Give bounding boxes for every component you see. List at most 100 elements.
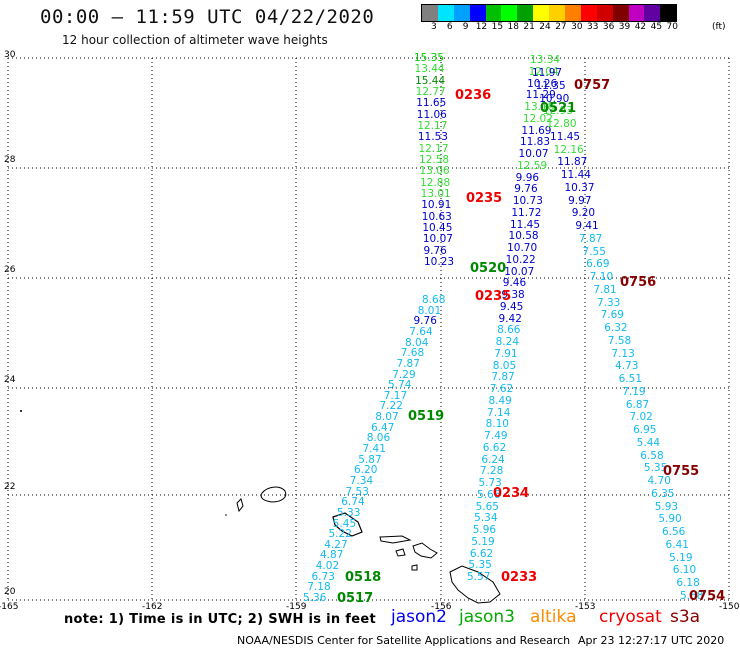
color-scale-label: 6 — [446, 22, 453, 32]
lat-lon-grid — [7, 57, 730, 601]
color-scale-label: 33 — [587, 22, 599, 32]
swh-value: 11.35 — [535, 79, 566, 92]
swh-value: 8.24 — [495, 336, 520, 348]
generated-timestamp: Apr 23 12:27:17 UTC 2020 — [578, 634, 725, 647]
swh-value: 10.23 — [424, 256, 455, 268]
swh-value: 11.72 — [511, 206, 542, 219]
color-swatch — [485, 5, 502, 21]
swh-value: 7.68 — [400, 347, 425, 360]
pass-time-label: 0517 — [337, 591, 374, 606]
swh-value: 6.20 — [354, 464, 378, 477]
swh-value: 7.33 — [596, 296, 621, 309]
color-scale-label: 15 — [491, 22, 504, 32]
swh-value: 10.07 — [518, 148, 549, 160]
swh-value: 5.34 — [474, 512, 498, 525]
swh-value: 9.76 — [514, 183, 538, 196]
swh-value: 5.19 — [471, 535, 495, 548]
lon-tick-label: -156 — [431, 602, 452, 612]
swh-value: 6.41 — [665, 538, 689, 551]
swh-value: 5.33 — [337, 506, 361, 519]
swh-value: 6.10 — [672, 564, 697, 577]
swh-value: 10.70 — [507, 242, 538, 254]
color-swatch — [628, 5, 645, 21]
swh-value: 4.73 — [615, 360, 639, 373]
pass-time-label: 0235 — [466, 191, 503, 206]
swh-value: 12.58 — [419, 154, 450, 166]
swh-value: 15.35 — [414, 52, 445, 64]
swh-value: 8.06 — [366, 432, 391, 445]
color-scale-label: 70 — [666, 22, 678, 32]
swh-value: 6.62 — [469, 547, 494, 560]
color-swatch — [453, 5, 470, 21]
swh-value: 7.58 — [607, 334, 632, 347]
swh-value: 13.18 — [524, 101, 555, 113]
swh-value: 10.07 — [422, 233, 453, 246]
swh-value: 5.65 — [475, 500, 499, 513]
lat-tick-label: 26 — [4, 265, 16, 275]
swh-value: 7.87 — [578, 232, 603, 245]
swh-value: 11.29 — [525, 89, 556, 102]
pass-time-label: 0518 — [345, 570, 382, 585]
swh-value: 11.53 — [417, 131, 448, 144]
color-scale-label: 39 — [618, 22, 631, 32]
swh-value: 5.66 — [477, 488, 501, 501]
color-swatch — [660, 5, 677, 21]
pass-time-label: 0756 — [620, 275, 657, 290]
lon-tick-label: -165 — [0, 602, 19, 612]
swh-value: 5.19 — [669, 551, 693, 564]
swh-value: 7.02 — [629, 411, 653, 424]
swh-value: 11.44 — [560, 169, 591, 182]
island-kahoolawe — [411, 564, 418, 571]
legend-jason2: jason2 — [391, 607, 447, 627]
swh-value: 7.22 — [379, 400, 403, 413]
color-swatch — [565, 5, 581, 21]
lat-tick-label: 22 — [4, 482, 16, 492]
swh-value: 6.35 — [651, 487, 675, 500]
swh-value: 7.18 — [307, 581, 331, 594]
swh-value: 11.69 — [521, 124, 552, 137]
swh-value: 5.36 — [303, 592, 327, 604]
color-swatch — [437, 5, 454, 21]
swh-value: 9.46 — [502, 277, 527, 290]
color-swatch — [612, 5, 629, 21]
swh-value: 7.87 — [396, 357, 420, 370]
swh-value: 7.14 — [487, 406, 511, 419]
swh-value: 8.66 — [497, 324, 521, 337]
swh-value: 6.18 — [676, 577, 700, 590]
swh-value: 12.77 — [415, 86, 446, 98]
swh-value: 5.90 — [658, 513, 682, 526]
island-kauai — [260, 486, 287, 503]
swh-value: 9.20 — [571, 207, 596, 220]
lat-tick-label: 28 — [4, 155, 16, 165]
swh-value: 7.49 — [484, 430, 508, 442]
swh-value: 6.32 — [604, 322, 628, 335]
swh-value: 5.74 — [388, 379, 412, 392]
lat-tick-label: 20 — [4, 587, 16, 597]
swh-value: 7.41 — [362, 443, 386, 455]
swh-value: 8.49 — [488, 394, 512, 407]
swh-value: 11.45 — [509, 218, 541, 231]
swh-value: 7.62 — [489, 383, 514, 395]
lon-tick-label: -153 — [575, 602, 596, 612]
legend-cryosat: cryosat — [599, 607, 662, 627]
swh-value: 7.34 — [349, 474, 374, 487]
swh-value: 11.83 — [519, 136, 551, 149]
legend-jason3: jason3 — [459, 607, 515, 627]
swh-value: 12.02 — [522, 112, 553, 125]
swh-value: 7.28 — [479, 465, 504, 478]
swh-value: 5.35 — [643, 462, 668, 475]
island-molokai — [379, 535, 412, 544]
swh-value: 12.17 — [418, 142, 449, 155]
swh-value: 6.69 — [586, 258, 610, 271]
swh-value: 5.22 — [328, 528, 352, 541]
swh-value: 6.24 — [481, 453, 505, 466]
swh-value: 10.58 — [508, 230, 539, 243]
swh-value: 4.02 — [315, 560, 340, 573]
color-scale-label: 27 — [555, 22, 567, 32]
legend-altika: altika — [530, 607, 577, 627]
swh-value: 9.97 — [568, 194, 592, 207]
swh-value: 13.34 — [530, 54, 561, 66]
swh-value: 5.45 — [332, 517, 357, 530]
swh-value: 8.01 — [417, 304, 442, 317]
swh-value: 11.06 — [416, 108, 447, 121]
